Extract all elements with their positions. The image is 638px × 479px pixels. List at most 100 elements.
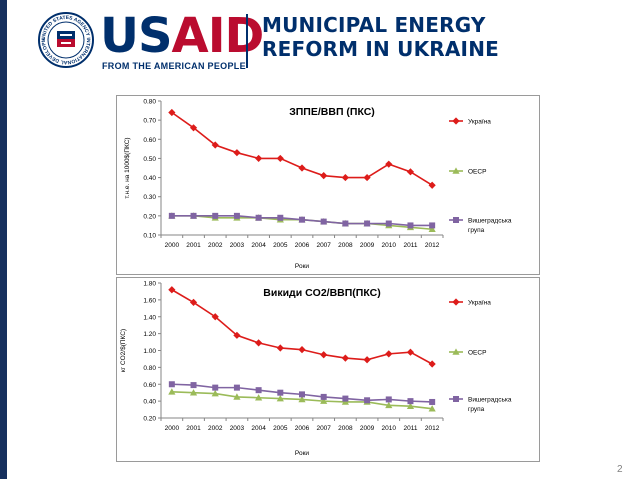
chart2-data-point — [276, 394, 284, 402]
chart2-x-tick-label: 2007 — [316, 425, 331, 432]
chart1-y-tick-label: 0.80 — [143, 99, 156, 106]
chart2-data-point — [276, 344, 284, 352]
chart1-data-point — [277, 214, 284, 221]
chart2-y-tick-label: 1.60 — [143, 297, 156, 304]
chart1-y-label: т.н.е. на 1000$(ПКС) — [124, 137, 131, 198]
chart2-data-point — [189, 298, 198, 307]
chart1-data-point — [406, 168, 415, 176]
chart1-data-point — [320, 172, 328, 180]
chart2-x-label: Роки — [295, 450, 310, 457]
chart2-data-point — [299, 391, 305, 398]
chart1-data-point — [341, 173, 349, 182]
page-number: 2 — [617, 464, 623, 475]
chart1-title: ЗППЕ/ВВП (ПКС) — [289, 106, 375, 118]
chart1-data-point — [276, 154, 284, 163]
chart2-data-point — [168, 381, 175, 388]
chart1-x-tick-label: 2000 — [165, 242, 180, 249]
project-title: MUNICIPAL ENERGY REFORM IN UKRAINE — [262, 13, 499, 61]
chart1-series-line — [171, 111, 433, 186]
chart2-x-tick-label: 2011 — [403, 425, 417, 432]
chart1-data-point — [233, 149, 241, 157]
chart1-legend-marker — [453, 217, 459, 223]
chart1-data-point — [189, 124, 198, 132]
chart2-y-tick-label: 1.40 — [143, 314, 156, 321]
chart1-x-tick-label: 2007 — [316, 242, 331, 249]
chart1-y-tick-label: 0.20 — [143, 213, 156, 220]
chart2-data-point — [211, 389, 219, 397]
co2-intensity-chart-svg: 0.20 0.40 0.60 0.80 1.00 1.20 1.40 1.60 1.80 2000… — [120, 281, 512, 458]
chart1-data-point — [212, 212, 219, 219]
chart1-y-tick-label: 0.60 — [143, 137, 156, 144]
chart2-x-tick-label: 2009 — [360, 425, 375, 432]
project-title-line1: MUNICIPAL ENERGY — [262, 13, 486, 37]
chart1-data-point — [428, 181, 436, 189]
chart2-data-point — [385, 396, 392, 403]
chart2-data-point — [255, 339, 263, 347]
chart2-y-tick-label: 0.80 — [143, 365, 156, 372]
chart1-data-point — [407, 222, 414, 229]
chart2-x-tick-label: 2002 — [208, 425, 223, 432]
chart2-data-point — [320, 351, 328, 359]
chart2-y-tick-label: 1.00 — [143, 348, 156, 355]
chart1-data-point — [299, 216, 305, 223]
chart1-data-point — [342, 220, 349, 227]
chart2-y-tick-label: 1.80 — [143, 281, 156, 288]
chart2-data-point — [385, 401, 393, 409]
chart2-data-point — [363, 356, 371, 364]
chart2-legend-label: Україна — [468, 300, 491, 307]
chart1-data-point — [233, 212, 240, 219]
chart1-x-tick-label: 2012 — [425, 242, 440, 249]
usaid-wordmark: USAID — [100, 8, 264, 64]
chart2-data-point — [233, 393, 241, 400]
chart1-x-tick-label: 2006 — [295, 242, 310, 249]
chart1-data-point — [190, 212, 197, 219]
chart2-legend-marker — [452, 348, 460, 355]
chart1-x-tick-label: 2010 — [382, 242, 397, 249]
chart2-data-point — [298, 395, 306, 403]
chart2-data-point — [168, 286, 176, 294]
chart2-data-point — [406, 348, 415, 356]
chart2-title: Викиди CO2/ВВП(ПКС) — [263, 287, 380, 299]
chart1-x-tick-label: 2005 — [273, 242, 288, 249]
chart2-data-point — [211, 313, 219, 321]
chart1-legend-marker — [452, 167, 460, 174]
chart1-y-tick-label: 0.10 — [143, 233, 156, 240]
chart2-legend-marker — [452, 298, 460, 306]
chart1-data-point — [363, 173, 371, 182]
chart2-y-tick-label: 0.20 — [143, 416, 156, 423]
chart2-data-point — [298, 346, 306, 354]
chart2-data-point — [320, 393, 327, 400]
chart1-data-point — [255, 214, 262, 221]
chart1-y-tick-label: 0.30 — [143, 194, 156, 201]
chart2-data-point — [277, 389, 284, 396]
chart1-data-point — [428, 225, 436, 233]
chart2-data-point — [233, 384, 240, 391]
chart2-data-point — [341, 354, 349, 362]
chart2-data-point — [212, 384, 219, 391]
chart1-legend-label: ОЕСР — [468, 169, 486, 176]
chart2-x-tick-label: 2006 — [295, 425, 310, 432]
chart1-x-tick-label: 2011 — [403, 242, 417, 249]
chart2-legend-label-cont: група — [468, 406, 485, 413]
chart2-data-point — [429, 398, 436, 405]
chart2-data-point — [428, 360, 436, 368]
chart2-x-tick-label: 2003 — [230, 425, 245, 432]
energy-intensity-chart: 0.10 0.20 0.30 0.40 0.50 0.60 0.70 0.80 2000 2001… — [116, 95, 540, 275]
project-title-line2: REFORM IN UKRAINE — [262, 37, 499, 61]
chart1-data-point — [429, 222, 436, 229]
chart2-x-tick-label: 2005 — [273, 425, 288, 432]
chart1-data-point — [385, 220, 392, 227]
chart1-data-point — [211, 141, 219, 149]
chart2-data-point — [233, 331, 241, 339]
chart1-data-point — [298, 164, 306, 172]
chart2-legend-marker — [453, 396, 459, 402]
chart1-legend-marker — [452, 117, 460, 125]
chart2-y-label: кг CO2/$(ПКС) — [120, 329, 127, 372]
chart2-data-point — [342, 395, 349, 402]
chart1-data-point — [320, 218, 327, 225]
chart2-legend-label: ОЕСР — [468, 350, 486, 357]
chart2-data-point — [168, 388, 176, 395]
chart1-y-tick-label: 0.70 — [143, 118, 156, 125]
chart1-data-point — [255, 154, 263, 163]
header-divider — [246, 14, 248, 68]
